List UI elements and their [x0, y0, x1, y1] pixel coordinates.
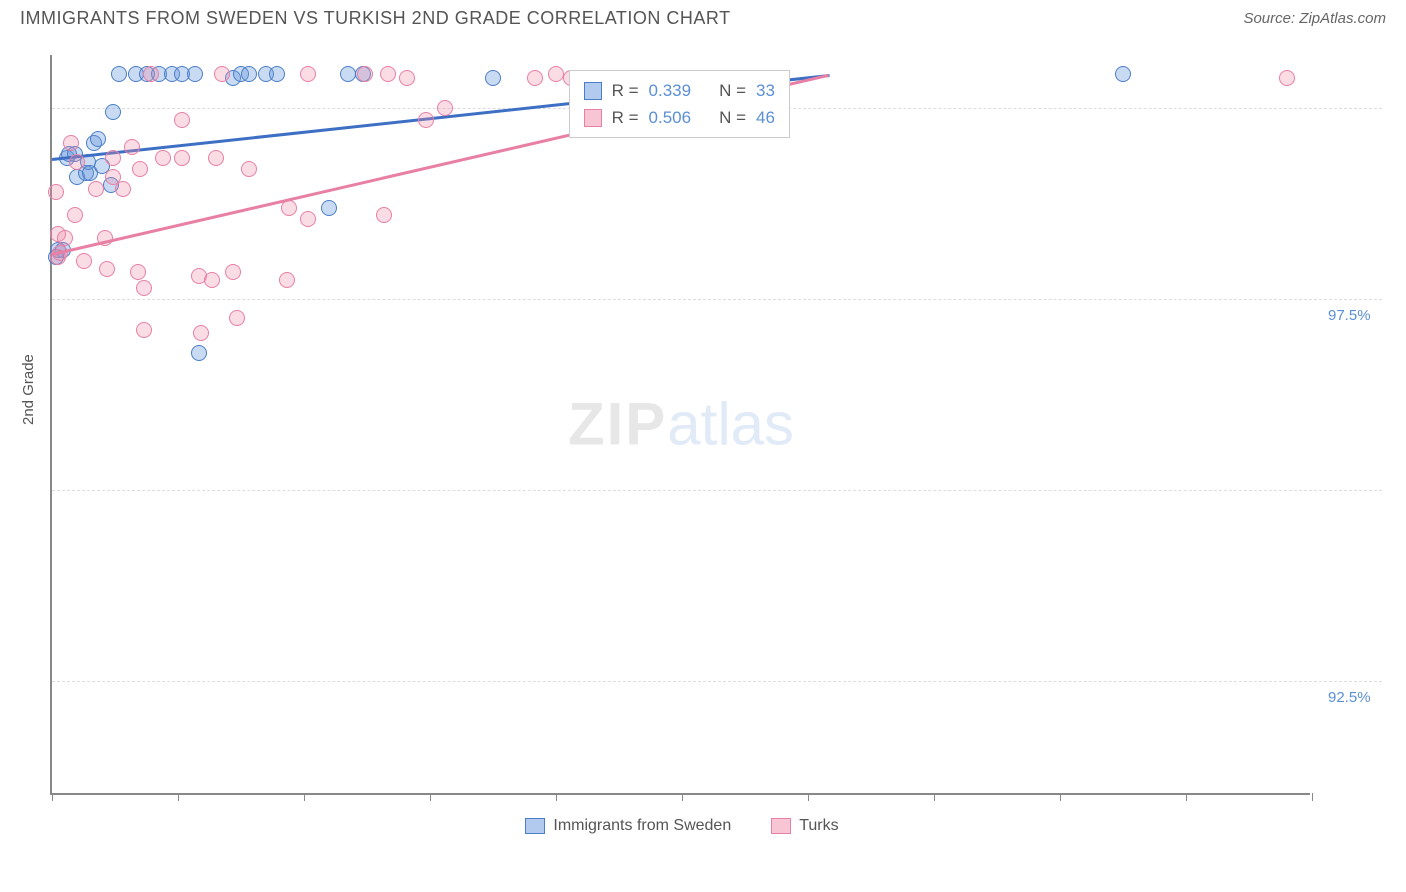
- watermark-atlas: atlas: [667, 391, 794, 458]
- data-point: [105, 104, 121, 120]
- stat-n-label: N =: [719, 77, 746, 104]
- stat-n-label: N =: [719, 104, 746, 131]
- x-tick: [934, 793, 935, 801]
- data-point: [191, 345, 207, 361]
- data-point: [99, 261, 115, 277]
- stat-r-value: 0.339: [649, 77, 692, 104]
- data-point: [67, 207, 83, 223]
- data-point: [1115, 66, 1131, 82]
- source-attribution: Source: ZipAtlas.com: [1243, 10, 1386, 27]
- y-tick-label: 92.5%: [1328, 689, 1371, 706]
- data-point: [340, 66, 356, 82]
- data-point: [69, 154, 85, 170]
- legend-item: Immigrants from Sweden: [525, 817, 731, 835]
- legend: Immigrants from Sweden Turks: [52, 817, 1312, 835]
- x-tick: [1060, 793, 1061, 801]
- data-point: [76, 253, 92, 269]
- data-point: [204, 272, 220, 288]
- data-point: [418, 112, 434, 128]
- data-point: [90, 131, 106, 147]
- chart-title: IMMIGRANTS FROM SWEDEN VS TURKISH 2ND GR…: [20, 8, 731, 29]
- data-point: [225, 264, 241, 280]
- data-point: [548, 66, 564, 82]
- data-point: [124, 139, 140, 155]
- plot-area: ZIPatlas Immigrants from SwedenTurks 92.…: [50, 55, 1310, 795]
- gridline: [52, 681, 1382, 682]
- data-point: [485, 70, 501, 86]
- data-point: [357, 66, 373, 82]
- x-tick: [1186, 793, 1187, 801]
- x-tick: [808, 793, 809, 801]
- x-tick: [52, 793, 53, 801]
- data-point: [174, 150, 190, 166]
- data-point: [214, 66, 230, 82]
- x-tick: [682, 793, 683, 801]
- data-point: [241, 161, 257, 177]
- gridline: [52, 490, 1382, 491]
- x-tick: [304, 793, 305, 801]
- stats-row: R = 0.339 N = 33: [584, 77, 775, 104]
- data-point: [241, 66, 257, 82]
- data-point: [269, 66, 285, 82]
- legend-swatch: [525, 818, 545, 834]
- data-point: [57, 230, 73, 246]
- data-point: [437, 100, 453, 116]
- data-point: [136, 280, 152, 296]
- watermark: ZIPatlas: [568, 390, 794, 459]
- watermark-zip: ZIP: [568, 391, 667, 458]
- data-point: [229, 310, 245, 326]
- stat-r-value: 0.506: [649, 104, 692, 131]
- stats-row: R = 0.506 N = 46: [584, 104, 775, 131]
- data-point: [527, 70, 543, 86]
- data-point: [321, 200, 337, 216]
- data-point: [187, 66, 203, 82]
- legend-label: Immigrants from Sweden: [553, 817, 731, 835]
- data-point: [105, 150, 121, 166]
- x-tick: [556, 793, 557, 801]
- legend-swatch: [771, 818, 791, 834]
- data-point: [208, 150, 224, 166]
- data-point: [399, 70, 415, 86]
- series-swatch: [584, 82, 602, 100]
- data-point: [63, 135, 79, 151]
- data-point: [130, 264, 146, 280]
- x-tick: [178, 793, 179, 801]
- data-point: [174, 112, 190, 128]
- stat-n-value: 33: [756, 77, 775, 104]
- chart-container: 2nd Grade ZIPatlas Immigrants from Swede…: [50, 55, 1390, 845]
- series-swatch: [584, 109, 602, 127]
- data-point: [376, 207, 392, 223]
- data-point: [380, 66, 396, 82]
- stat-n-value: 46: [756, 104, 775, 131]
- x-tick: [1312, 793, 1313, 801]
- data-point: [193, 325, 209, 341]
- stat-r-label: R =: [612, 77, 639, 104]
- legend-item: Turks: [771, 817, 838, 835]
- stat-r-label: R =: [612, 104, 639, 131]
- stats-box: R = 0.339 N = 33 R = 0.506 N = 46: [569, 70, 790, 138]
- y-axis-title: 2nd Grade: [20, 354, 37, 425]
- data-point: [279, 272, 295, 288]
- gridline: [52, 299, 1382, 300]
- data-point: [143, 66, 159, 82]
- data-point: [300, 211, 316, 227]
- data-point: [155, 150, 171, 166]
- x-tick: [430, 793, 431, 801]
- data-point: [300, 66, 316, 82]
- data-point: [111, 66, 127, 82]
- data-point: [136, 322, 152, 338]
- data-point: [48, 184, 64, 200]
- data-point: [115, 181, 131, 197]
- data-point: [1279, 70, 1295, 86]
- data-point: [88, 181, 104, 197]
- y-tick-label: 97.5%: [1328, 307, 1371, 324]
- legend-label: Turks: [799, 817, 838, 835]
- data-point: [132, 161, 148, 177]
